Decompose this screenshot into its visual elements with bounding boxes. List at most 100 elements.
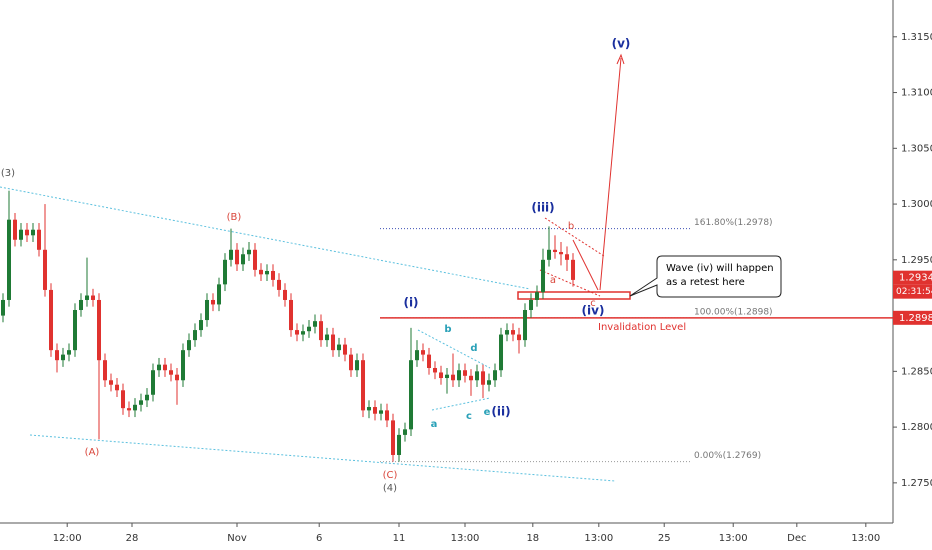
candle-body: [193, 330, 198, 341]
triangle-line: [417, 329, 491, 369]
wave-label: e: [484, 407, 491, 418]
wave-label: (v): [612, 37, 631, 51]
candle-body: [43, 249, 48, 290]
candle-body: [7, 219, 12, 300]
candle-body: [67, 350, 72, 355]
wave-label: c: [466, 411, 472, 422]
candle-body: [367, 407, 372, 411]
candle-body: [61, 354, 66, 361]
candle-body: [73, 310, 78, 351]
x-tick-label: Dec: [787, 533, 806, 544]
candle-body: [481, 371, 486, 385]
wave-label: (3): [1, 168, 15, 179]
candle-body: [535, 292, 540, 300]
candle-body: [229, 249, 234, 260]
x-tick-label: 28: [126, 533, 139, 544]
arrow: [572, 239, 599, 291]
candle-body: [235, 249, 240, 265]
candle-body: [559, 252, 564, 255]
wave-label: a: [550, 275, 556, 286]
candle-body: [313, 321, 318, 327]
candle-body: [349, 354, 354, 371]
wave-label: (4): [383, 483, 397, 494]
wave-label: (iv): [582, 304, 605, 318]
candle-body: [355, 360, 360, 371]
candle-body: [493, 370, 498, 381]
candle-body: [289, 299, 294, 331]
candle-body: [37, 229, 42, 250]
invalidation-label: Invalidation Level: [598, 322, 686, 333]
candle-body: [427, 354, 432, 368]
candle-body: [217, 284, 222, 305]
candle-body: [373, 407, 378, 414]
candle-body: [523, 310, 528, 341]
candle-body: [127, 408, 132, 411]
candle-body: [499, 334, 504, 371]
x-tick-label: 13:00: [719, 533, 748, 544]
x-tick-label: 13:00: [851, 533, 880, 544]
candle-body: [211, 299, 216, 305]
candle-body: [547, 249, 552, 260]
candle-body: [421, 350, 426, 355]
wave-label: (A): [85, 447, 100, 458]
candle-body: [475, 371, 480, 381]
arrow: [599, 57, 622, 291]
wave-label: (i): [403, 296, 418, 310]
candle-body: [265, 270, 270, 275]
y-tick-label: 1.2950: [901, 255, 932, 266]
candle-body: [301, 331, 306, 335]
candle-body: [103, 360, 108, 381]
countdown: 02:31:54: [896, 287, 932, 297]
candle-body: [361, 360, 366, 411]
candle-body: [409, 360, 414, 430]
candle-body: [175, 374, 180, 381]
callout-text: as a retest here: [666, 277, 745, 288]
candle-body: [241, 254, 246, 265]
price-label: 1.2934: [899, 273, 932, 284]
candle-body: [109, 380, 114, 385]
candle-body: [445, 374, 450, 379]
candle-body: [517, 334, 522, 341]
candle-body: [343, 344, 348, 355]
arrow-head: [616, 53, 625, 65]
candle-body: [505, 330, 510, 335]
candle-body: [553, 249, 558, 253]
plot: [0, 53, 782, 482]
channel-line: [539, 269, 601, 297]
price-label-box: [893, 270, 932, 285]
candle-body: [55, 350, 60, 361]
candle-body: [49, 289, 54, 351]
candle-body: [157, 364, 162, 371]
candle-body: [121, 390, 126, 409]
candle-body: [529, 299, 534, 311]
callout-box: [629, 255, 782, 298]
candle-body: [463, 370, 468, 376]
fib-label: 0.00%(1.2769): [694, 451, 761, 461]
candle-body: [337, 344, 342, 351]
x-tick-label: 13:00: [584, 533, 613, 544]
candle-body: [85, 295, 90, 300]
candle-body: [379, 410, 384, 414]
candle-body: [181, 350, 186, 381]
candle-body: [205, 299, 210, 321]
candle-body: [511, 330, 516, 335]
candle-body: [451, 374, 456, 381]
y-tick-label: 1.3000: [901, 199, 932, 210]
candle-body: [259, 269, 264, 275]
candle-body: [151, 370, 156, 395]
candle-body: [541, 259, 546, 293]
candle-body: [25, 229, 30, 236]
x-tick-label: Nov: [227, 533, 247, 544]
fib-label: 100.00%(1.2898): [694, 307, 773, 317]
countdown-box: [893, 284, 932, 299]
wave-label: d: [470, 343, 477, 354]
y-tick-label: 1.2850: [901, 366, 932, 377]
candle-body: [403, 429, 408, 435]
y-tick-label: 1.3150: [901, 32, 932, 43]
candle-body: [439, 372, 444, 379]
candle-body: [277, 279, 282, 290]
candle-body: [91, 295, 96, 300]
wave-label: a: [431, 419, 438, 430]
candle-body: [139, 400, 144, 405]
